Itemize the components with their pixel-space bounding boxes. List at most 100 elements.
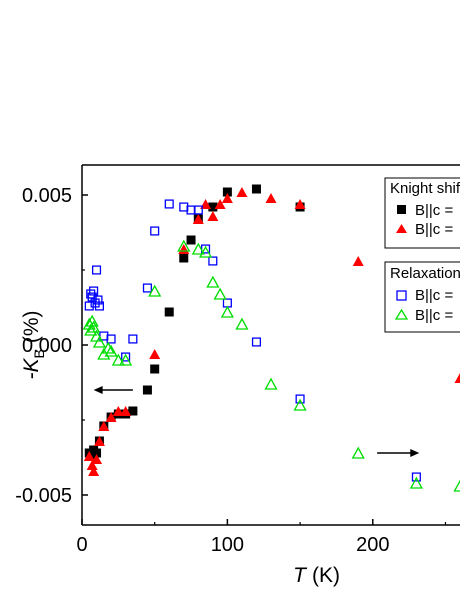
data-point xyxy=(186,235,196,245)
series-3 xyxy=(82,239,460,492)
data-point xyxy=(121,352,131,362)
data-point xyxy=(251,184,261,194)
data-point xyxy=(84,323,98,336)
x-axis-symbol: T xyxy=(293,564,308,587)
legend-marker-green-open-triangle xyxy=(394,308,409,320)
data-point xyxy=(453,479,460,492)
data-point xyxy=(128,334,138,344)
data-point xyxy=(93,295,103,305)
data-point xyxy=(112,406,124,416)
legend-marker-red-triangle xyxy=(396,224,407,233)
x-ticks: 0 100 200 xyxy=(76,519,447,556)
data-point xyxy=(91,265,102,275)
arrow-left xyxy=(93,386,133,394)
data-point xyxy=(208,256,218,266)
data-point xyxy=(142,283,152,293)
data-point xyxy=(264,377,278,390)
data-point xyxy=(191,242,205,255)
data-point xyxy=(150,226,160,236)
data-point xyxy=(220,305,234,318)
data-point xyxy=(105,412,117,422)
data-point xyxy=(213,287,227,300)
data-point xyxy=(83,451,95,461)
data-point xyxy=(104,344,118,357)
data-point xyxy=(293,398,307,411)
data-point xyxy=(128,406,138,416)
y-axis-subscript: B xyxy=(31,349,47,358)
legend-marker-blue-open-square xyxy=(396,290,407,301)
y-tick-label: 0.005 xyxy=(22,185,72,207)
data-point xyxy=(352,256,364,266)
data-point xyxy=(106,334,116,344)
data-point xyxy=(179,253,189,263)
data-point xyxy=(94,301,104,311)
data-point xyxy=(411,472,421,482)
data-point xyxy=(207,211,219,221)
arrow-right xyxy=(377,449,420,457)
data-point xyxy=(86,460,98,470)
data-point xyxy=(86,289,96,299)
x-tick-label: 0 xyxy=(76,534,87,556)
legend-entry-relaxation-2: B||c = xyxy=(415,307,453,324)
data-point xyxy=(84,301,94,311)
legend-entry-knight-1: B||c = xyxy=(415,202,453,219)
data-point xyxy=(193,205,203,215)
data-point xyxy=(148,284,162,297)
legend-title-knight: Knight shif xyxy=(390,180,460,197)
arrows-layer xyxy=(93,386,420,457)
y-axis-title: -KB (%) xyxy=(20,310,47,379)
data-point xyxy=(149,349,161,359)
data-point xyxy=(91,454,103,464)
data-point xyxy=(221,193,233,203)
series-2 xyxy=(84,199,421,482)
data-point xyxy=(111,353,125,366)
x-tick-label: 200 xyxy=(356,534,389,556)
x-axis-title: T (K) xyxy=(293,564,340,587)
data-point xyxy=(222,187,232,197)
data-point xyxy=(295,394,305,404)
legend: Knight shif B||c = B||c = Relaxation B||… xyxy=(384,177,460,333)
data-point xyxy=(88,466,100,476)
data-point xyxy=(119,353,133,366)
data-point xyxy=(142,385,152,395)
data-point xyxy=(206,275,220,288)
data-point xyxy=(164,307,174,317)
data-point xyxy=(208,202,218,212)
y-ticks: -0.005 0.000 0.005 xyxy=(15,185,88,507)
data-point xyxy=(101,341,115,354)
y-axis-unit: (%) xyxy=(20,310,43,343)
data-point xyxy=(294,199,306,209)
legend-entry-knight-2: B||c = xyxy=(415,221,453,238)
series-0 xyxy=(84,184,421,461)
data-point xyxy=(409,476,423,489)
data-point xyxy=(236,187,248,197)
data-point xyxy=(265,193,277,203)
legend-title-relaxation: Relaxation xyxy=(390,265,460,282)
y-tick-label: -0.005 xyxy=(15,485,72,507)
x-tick-label: 100 xyxy=(211,534,244,556)
data-point xyxy=(177,239,191,252)
data-point xyxy=(150,364,160,374)
data-point xyxy=(93,436,105,446)
data-point xyxy=(351,446,365,459)
svg-text:-KB(%): -KB (%) xyxy=(20,310,47,379)
data-point xyxy=(87,320,101,333)
data-point xyxy=(454,373,460,383)
data-point xyxy=(192,214,204,224)
data-point xyxy=(214,199,226,209)
legend-marker-black-square xyxy=(397,205,406,214)
data-point xyxy=(87,292,97,302)
data-point xyxy=(120,406,132,416)
data-point xyxy=(198,245,213,258)
data-point xyxy=(98,421,110,431)
data-point xyxy=(235,317,249,330)
data-point xyxy=(92,335,107,348)
data-point xyxy=(92,448,102,458)
y-tick-label: 0.000 xyxy=(22,335,72,357)
data-point xyxy=(164,199,174,209)
y-axis-symbol: -K xyxy=(20,358,43,380)
data-point xyxy=(89,286,99,296)
data-point xyxy=(85,314,99,327)
x-axis-unit: (K) xyxy=(312,564,340,587)
